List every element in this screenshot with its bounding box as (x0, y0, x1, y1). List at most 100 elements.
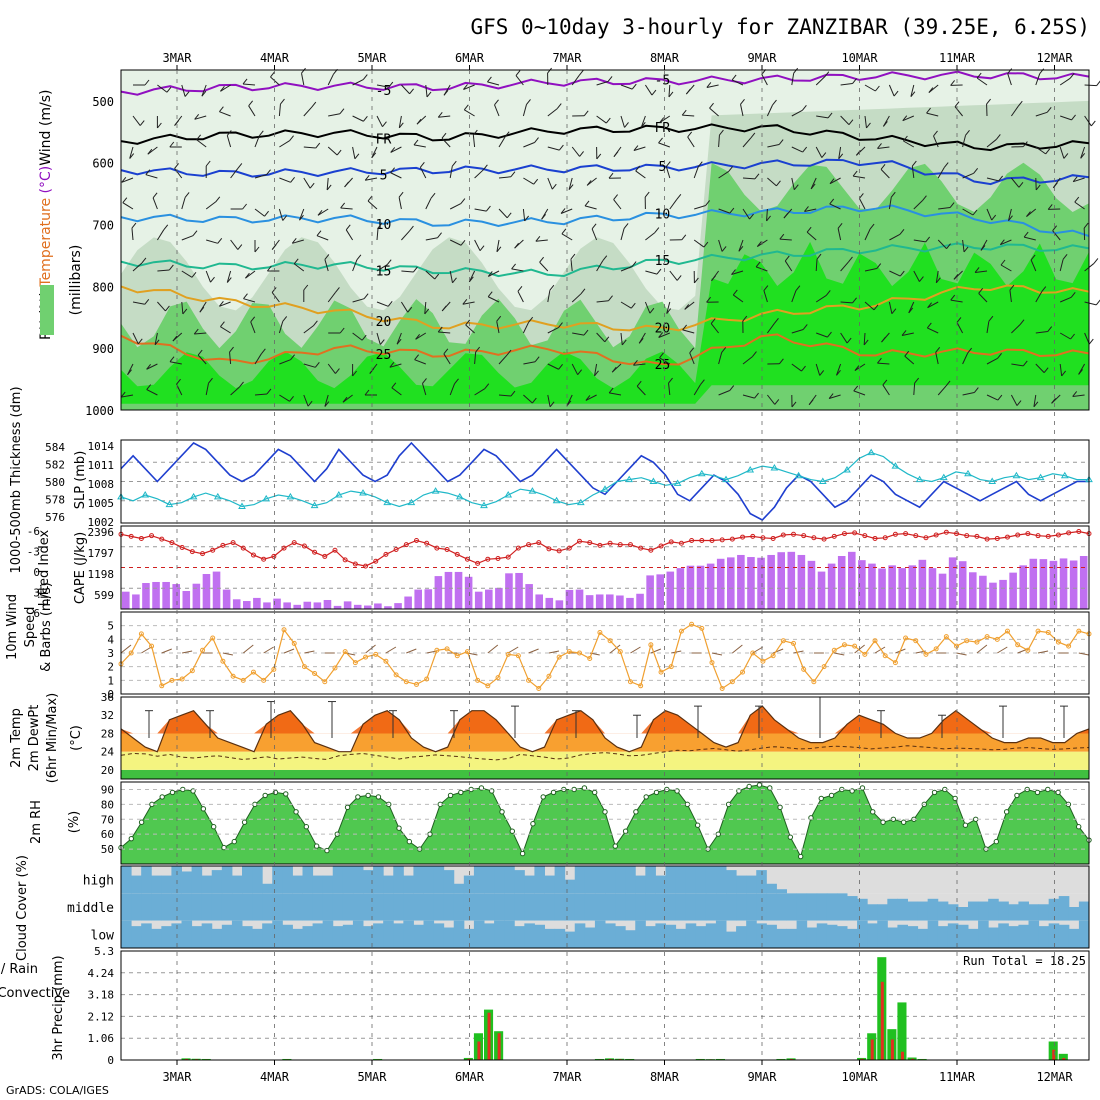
wind-barb (317, 208, 329, 216)
thickness-point (891, 462, 900, 469)
wind-barb (1060, 296, 1072, 303)
cloud-bar-high (645, 866, 656, 894)
wind-barb (1059, 332, 1071, 340)
wind-speed-point (1055, 639, 1061, 645)
precip-conv-bar (185, 1058, 189, 1060)
wind-barb (766, 208, 768, 222)
wind-barb-flag (416, 118, 422, 125)
wind-speed-point (159, 683, 165, 689)
wind-barb (864, 84, 876, 92)
temp-tick: 28 (101, 727, 114, 740)
wind-barb (793, 650, 804, 654)
isotherm-label: 20 (376, 315, 392, 330)
wind-barb-flag (676, 193, 682, 200)
wind-barb (591, 228, 598, 241)
lifted-index-point (750, 533, 756, 539)
wind-barb-flag (534, 356, 540, 363)
rh-point (1055, 789, 1061, 796)
wind-barb-flag (863, 339, 869, 346)
cloud-bar-middle (847, 896, 858, 921)
wind-barb (391, 387, 402, 396)
cape-bar (706, 563, 715, 609)
wind-barb-flag (697, 161, 703, 168)
wind-barb-flag (367, 195, 373, 202)
rh-point (633, 809, 639, 815)
cloud-bar-high (191, 866, 203, 894)
thickness-point (480, 501, 488, 509)
rh-point (818, 795, 824, 802)
cloud-bar-middle (816, 893, 828, 921)
cape-bar (515, 572, 523, 609)
wind-barb-flag (950, 80, 955, 86)
wind-speed-point (444, 646, 450, 652)
wind-speed-point (852, 643, 858, 649)
wind-speed-point (770, 653, 776, 659)
wind-barb-flag (201, 90, 207, 97)
rh-point (900, 819, 907, 825)
dewpt-band (121, 751, 1089, 770)
cloud-bar-low (1018, 924, 1029, 948)
cloud-bar-high (655, 875, 666, 894)
wind-barb-flag (551, 183, 557, 190)
wind-barb (837, 228, 842, 241)
cape-bar (273, 598, 281, 609)
wind-barb-flag (168, 264, 174, 271)
wind-barb-flag (409, 225, 414, 232)
wind-barb-flag (928, 87, 934, 93)
cape-bar (696, 565, 705, 609)
wind-barb-flag (363, 293, 369, 300)
rh-point (519, 850, 526, 857)
wind-barb (196, 139, 207, 148)
wind-barb (474, 208, 487, 212)
wind-barb-flag (997, 394, 1003, 401)
cloud-bar-low (201, 923, 213, 948)
wind-barb-flag (194, 113, 200, 120)
lifted-index-point (536, 540, 542, 546)
wind-barb (438, 331, 451, 334)
cape-bar (434, 576, 443, 609)
wind-barb-flag (656, 268, 662, 275)
wind-barb (779, 238, 792, 241)
wind-barb-flag (802, 146, 808, 153)
wind-barb-flag (369, 368, 375, 374)
wind-barb-flag (784, 255, 790, 262)
wind-barb-flag (414, 354, 419, 361)
wind-barb (620, 228, 625, 241)
pressure-tick: 600 (92, 157, 114, 171)
cloud-bar-high (211, 870, 223, 894)
wind-barb-flag (463, 84, 468, 90)
wind-barb-flag (248, 100, 254, 107)
wind-barb (986, 394, 999, 401)
cloud-bar-high (564, 879, 576, 894)
wind-speed-point (882, 653, 888, 659)
slp-tick: 1011 (88, 459, 115, 472)
cloud-bar-middle (907, 901, 919, 921)
wind-barb (120, 644, 132, 654)
wind-barb (132, 262, 143, 272)
wind-barb (742, 177, 756, 180)
wind-barb (742, 394, 755, 399)
cloud-bar-middle (726, 893, 737, 921)
wind-barb (324, 394, 329, 407)
wind-barb (635, 170, 646, 179)
wind-barb (376, 264, 388, 272)
wind-barb-flag (386, 259, 392, 265)
wind-barb-flag (172, 335, 178, 342)
wind-barb (766, 322, 775, 334)
isotherm-line (120, 158, 1090, 186)
cloud-bar-middle (937, 901, 949, 921)
wind-barb-flag (1047, 204, 1053, 210)
cape-bar (837, 555, 846, 609)
wind-barb-flag (729, 385, 735, 391)
precip-conv-bar (608, 1058, 612, 1060)
wind-barb (498, 354, 508, 365)
cape-bar (152, 581, 160, 609)
cape-bar (797, 554, 806, 609)
cloud-bar-low (322, 920, 334, 948)
wind-barb (620, 84, 633, 90)
wind-barb (352, 79, 364, 86)
lifted-tick: 3 (33, 587, 40, 600)
wind-barb (449, 239, 462, 246)
wind-barb-flag (1008, 215, 1013, 221)
wind-barb (548, 650, 560, 654)
